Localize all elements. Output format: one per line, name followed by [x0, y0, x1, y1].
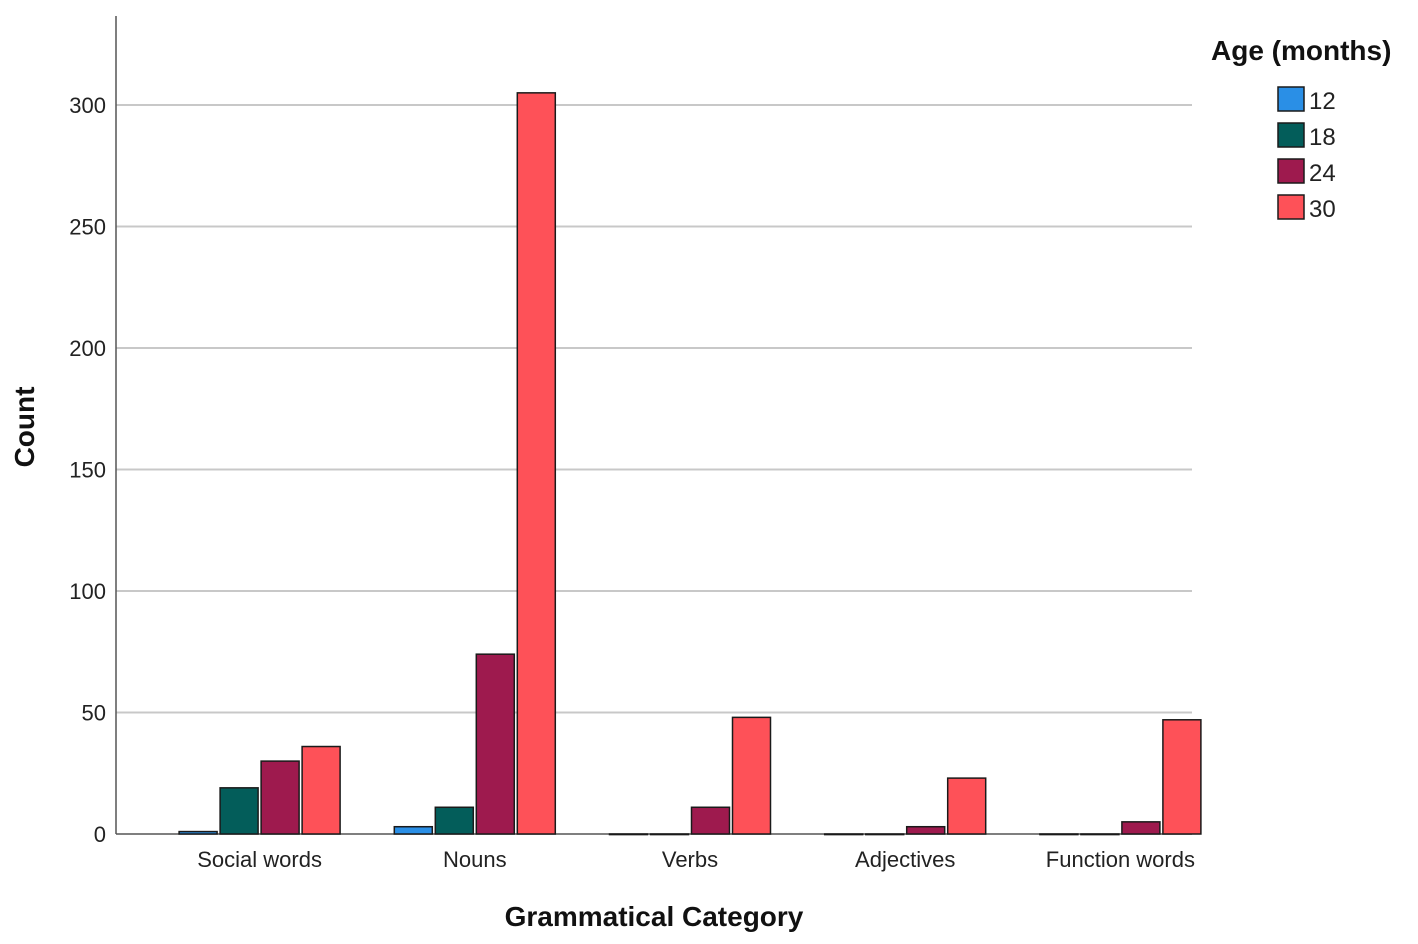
bar-nouns-age-30 — [516, 92, 557, 835]
y-tick-labels: 0 50 100 150 200 250 300 — [69, 93, 106, 847]
bar-adjectives-age-30 — [946, 777, 987, 835]
legend-swatch — [1277, 158, 1305, 184]
bar-verbs-age-18 — [649, 833, 690, 836]
bar-adjectives-age-12 — [823, 833, 864, 836]
legend-title: Age (months) — [1211, 35, 1391, 66]
bar-nouns-age-12 — [393, 825, 434, 835]
legend-label: 30 — [1309, 196, 1336, 223]
bar-function-words-age-18 — [1080, 833, 1120, 836]
bar-adjectives-age-18 — [864, 833, 905, 836]
bar-social-words-age-24 — [260, 760, 300, 835]
legend-label: 18 — [1309, 124, 1336, 151]
x-tick-label: Nouns — [443, 847, 507, 872]
bar-function-words-age-12 — [1039, 833, 1079, 836]
bar-nouns-age-18 — [434, 806, 475, 835]
x-tick-label: Adjectives — [855, 847, 955, 872]
bar-social-words-age-30 — [301, 745, 341, 835]
legend-swatch — [1277, 86, 1305, 112]
gridlines — [116, 104, 1192, 714]
legend: Age (months) 12 18 24 30 — [1211, 35, 1391, 223]
axes — [115, 16, 1192, 835]
y-tick-label: 0 — [94, 822, 106, 847]
y-tick-label: 100 — [69, 579, 106, 604]
bar-verbs-age-12 — [608, 833, 649, 836]
bar-verbs-age-30 — [731, 716, 772, 835]
y-axis-title: Count — [9, 387, 40, 468]
legend-swatch — [1277, 122, 1305, 148]
legend-label: 24 — [1309, 160, 1336, 187]
x-tick-label: Social words — [197, 847, 322, 872]
y-tick-label: 250 — [69, 215, 106, 240]
legend-label: 12 — [1309, 88, 1336, 115]
y-tick-label: 150 — [69, 458, 106, 483]
bar-social-words-age-12 — [178, 830, 218, 835]
x-axis-title: Grammatical Category — [505, 901, 804, 932]
y-tick-label: 200 — [69, 336, 106, 361]
bar-verbs-age-24 — [690, 806, 731, 835]
y-tick-label: 300 — [69, 93, 106, 118]
x-tick-label: Function words — [1046, 847, 1195, 872]
bar-social-words-age-18 — [219, 787, 259, 835]
bar-function-words-age-30 — [1162, 719, 1202, 835]
bar-adjectives-age-24 — [905, 825, 946, 835]
bar-function-words-age-24 — [1121, 821, 1161, 835]
legend-swatch — [1277, 194, 1305, 220]
bar-nouns-age-24 — [475, 653, 516, 835]
x-tick-labels: Social words Nouns Verbs Adjectives Function… — [197, 847, 1195, 872]
y-tick-label: 50 — [82, 701, 106, 726]
bars — [178, 92, 1202, 836]
x-tick-label: Verbs — [662, 847, 718, 872]
